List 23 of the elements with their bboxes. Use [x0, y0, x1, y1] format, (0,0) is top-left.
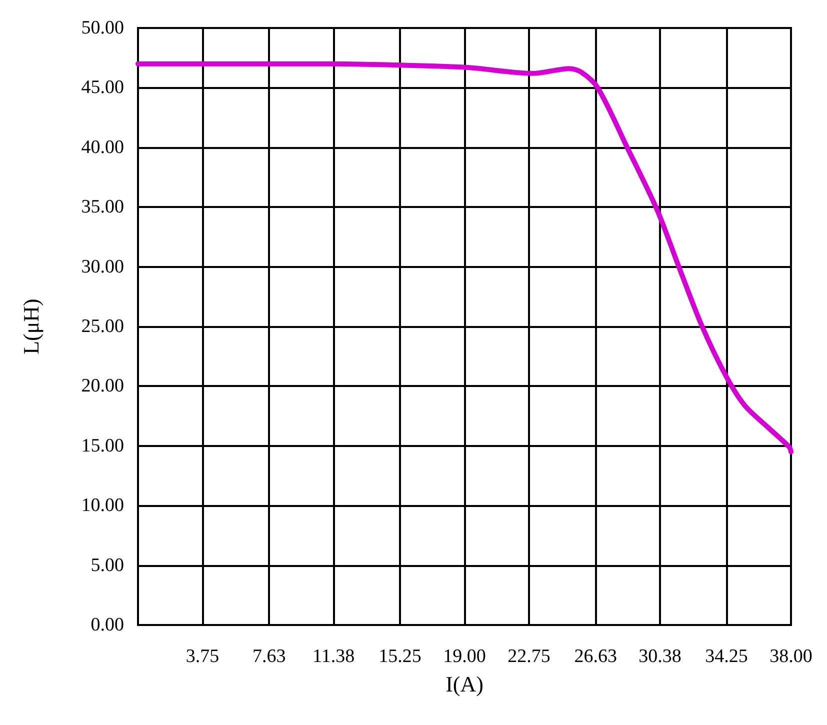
x-tick-label: 7.63: [252, 646, 286, 667]
y-tick-label: 0.00: [90, 614, 124, 636]
x-tick-label: 3.75: [186, 646, 220, 667]
x-tick-label: 26.63: [574, 646, 617, 667]
x-tick-label: 19.00: [443, 646, 486, 667]
y-tick-label: 40.00: [81, 136, 124, 158]
y-tick-label: 10.00: [81, 495, 124, 516]
x-tick-label: 30.38: [638, 646, 682, 667]
y-tick-label: 25.00: [81, 316, 124, 337]
x-tick-label: 34.25: [705, 646, 748, 667]
y-tick-label: 30.00: [81, 256, 124, 278]
y-tick-label: 20.00: [81, 376, 124, 397]
x-tick-label: 22.75: [508, 646, 550, 667]
y-tick-label: 50.00: [81, 18, 124, 38]
y-tick-label: 15.00: [81, 435, 124, 456]
x-axis-title: I(A): [446, 672, 484, 696]
y-tick-label: 35.00: [81, 196, 124, 218]
y-tick-label: 5.00: [90, 554, 124, 576]
y-tick-label: 45.00: [81, 77, 124, 98]
x-tick-label: 15.25: [378, 646, 422, 667]
y-axis-title: L(μH): [18, 298, 44, 354]
x-tick-label: 11.38: [312, 646, 355, 667]
x-tick-label: 38.00: [770, 646, 812, 667]
